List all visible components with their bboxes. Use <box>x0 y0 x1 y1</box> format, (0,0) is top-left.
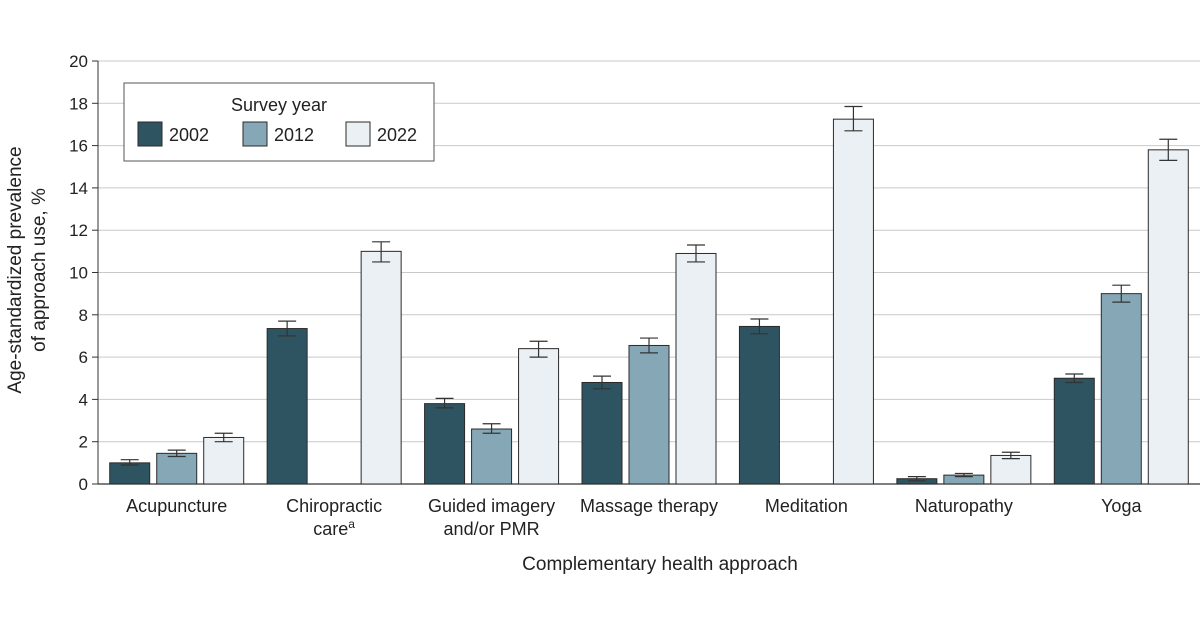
y-axis-title-line-2: of approach use, % <box>29 188 50 352</box>
bar-2022 <box>518 348 560 485</box>
legend-swatch-2022 <box>345 121 371 147</box>
error-bars <box>120 105 1178 482</box>
y-tick-label: 2 <box>79 433 88 452</box>
bar-2002 <box>738 325 780 485</box>
legend: Survey year 2002 2012 2022 <box>123 82 435 162</box>
bar-2012 <box>471 428 513 485</box>
y-tick-label: 6 <box>79 348 88 367</box>
legend-title: Survey year <box>231 95 327 115</box>
legend-label-2022: 2022 <box>377 125 417 145</box>
y-tick-label: 4 <box>79 390 88 409</box>
legend-label-2002: 2002 <box>169 125 209 145</box>
y-axis: 0 2 4 6 8 10 12 14 16 18 20 <box>69 52 1200 494</box>
footnote-superscript: a <box>348 517 355 531</box>
bar-2012 <box>156 452 198 485</box>
bar-2002 <box>424 403 466 485</box>
y-tick-label: 10 <box>69 264 88 283</box>
bar-2022 <box>1147 149 1189 485</box>
x-category-label: Guided imagery <box>428 496 555 516</box>
legend-swatch-2012 <box>242 121 268 147</box>
x-category-label: Naturopathy <box>915 496 1013 516</box>
y-tick-label: 18 <box>69 94 88 113</box>
bar-2022 <box>990 454 1032 485</box>
bar-2022 <box>203 436 245 485</box>
bar-2002 <box>1053 377 1095 485</box>
y-tick-label: 12 <box>69 221 88 240</box>
x-category-label: Acupuncture <box>126 496 227 516</box>
bar-2022 <box>675 252 717 485</box>
legend-box <box>123 82 435 162</box>
bar-2012 <box>1100 293 1142 485</box>
y-tick-label: 16 <box>69 137 88 156</box>
x-category-label: Massage therapy <box>580 496 718 516</box>
bar-2002 <box>266 328 308 485</box>
x-category-label: carea <box>313 517 355 539</box>
y-tick-label: 8 <box>79 306 88 325</box>
bar-2002 <box>581 381 623 485</box>
y-tick-label: 0 <box>79 475 88 494</box>
bar-2012 <box>628 344 670 485</box>
y-tick-label: 20 <box>69 52 88 71</box>
x-category-label: Chiropractic <box>286 496 382 516</box>
x-category-label: Yoga <box>1101 496 1142 516</box>
bars <box>109 118 1189 485</box>
legend-entries: 2002 2012 2022 <box>137 121 417 147</box>
bar-2002 <box>109 462 151 485</box>
y-axis-title-line-1: Age-standardized prevalence <box>5 146 26 393</box>
x-category-label: and/or PMR <box>444 519 540 539</box>
legend-swatch-2002 <box>137 121 163 147</box>
bar-2022 <box>832 118 874 485</box>
y-tick-label: 14 <box>69 179 88 198</box>
x-category-label: Meditation <box>765 496 848 516</box>
bar-2022 <box>360 250 402 485</box>
x-axis-title: Complementary health approach <box>522 554 798 575</box>
legend-label-2012: 2012 <box>274 125 314 145</box>
